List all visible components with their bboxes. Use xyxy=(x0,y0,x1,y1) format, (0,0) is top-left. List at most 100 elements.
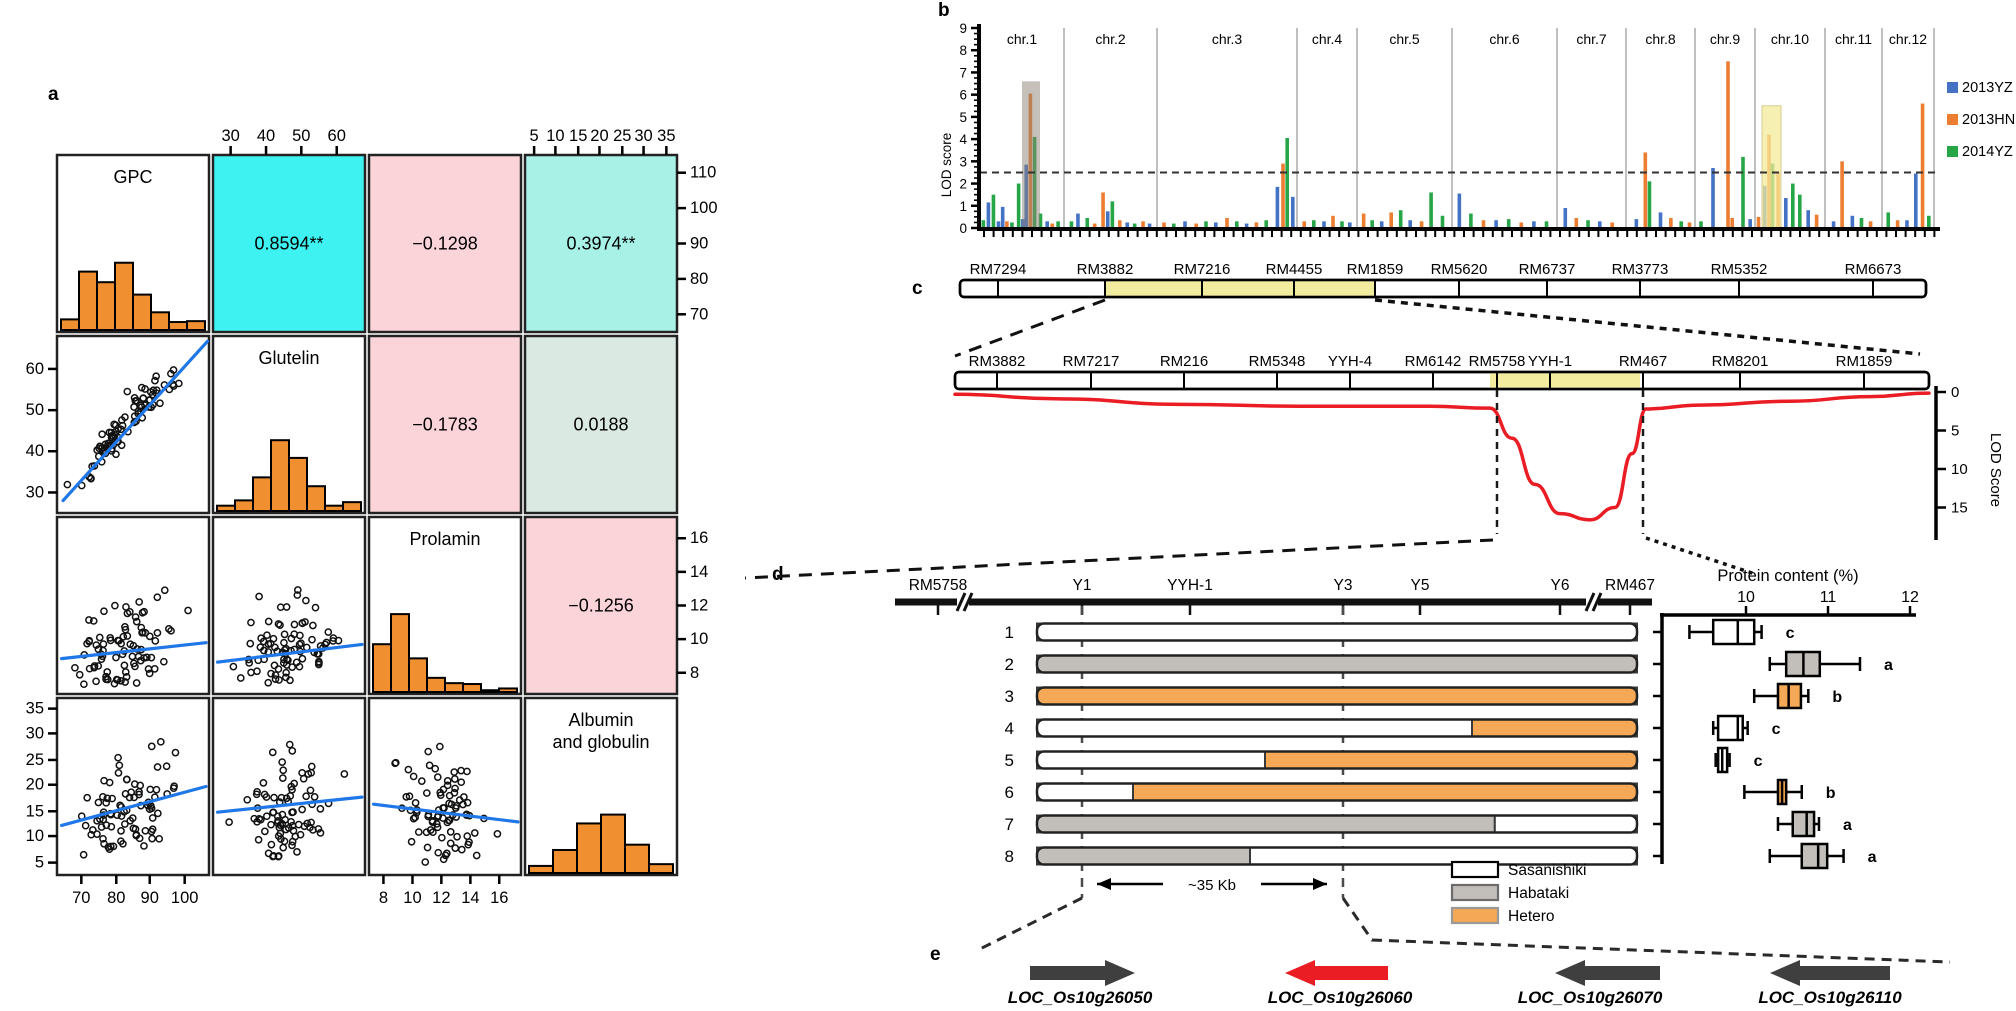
scatter-point xyxy=(112,450,120,459)
legend-label: 2014YZ xyxy=(1962,144,2013,160)
qtl-highlight-box xyxy=(1022,81,1040,228)
scatter-point xyxy=(136,656,145,665)
scatter-point xyxy=(465,838,473,846)
scatter-point xyxy=(282,668,290,677)
lod-bar xyxy=(1045,221,1049,228)
axis-tick-label: 30 xyxy=(26,483,44,501)
scatter-point xyxy=(407,837,416,846)
scatter-point xyxy=(274,832,283,840)
lod-bar xyxy=(981,220,986,228)
scatter-point xyxy=(156,737,165,746)
axis-tick-label: 16 xyxy=(490,889,508,907)
axis-tick-label: 30 xyxy=(221,127,239,145)
zoom-connector-dotted xyxy=(1645,536,1756,576)
scatter-point xyxy=(288,808,296,817)
scatter-point xyxy=(256,643,265,652)
scatter-point xyxy=(153,763,162,771)
variable-label: Albumin xyxy=(568,710,633,730)
axis-tick-label: 30 xyxy=(634,127,652,145)
scatter-point xyxy=(146,388,155,396)
scatter-point xyxy=(316,805,325,813)
y-axis-tick-label: 2 xyxy=(959,177,967,192)
axis-tick-label: 5 xyxy=(530,127,539,145)
scatter-point xyxy=(148,834,156,843)
scatter-point xyxy=(324,628,333,636)
scatter-point xyxy=(278,774,287,782)
scatter-point xyxy=(159,657,168,666)
scatter-point xyxy=(270,793,278,802)
axis-tick-label: 40 xyxy=(257,127,275,145)
axis-tick-label: 70 xyxy=(690,305,708,323)
gene-arrow-LOC_Os10g26110 xyxy=(1770,960,1890,986)
scatter-point xyxy=(92,677,100,686)
scatter-point xyxy=(273,812,282,821)
chromosome-label: chr.8 xyxy=(1645,31,1676,47)
scatter-point xyxy=(422,828,431,837)
chr10-map-panel: RM7294 RM3882 RM7216 RM4455 RM1859 RM5620 RM67… xyxy=(744,261,1968,580)
lod-bar xyxy=(1798,194,1802,228)
scatter-point xyxy=(274,852,283,861)
interval-arrowhead-left xyxy=(1097,878,1111,890)
scatter-point xyxy=(443,777,452,785)
scatter-point xyxy=(295,640,304,649)
scatter-point xyxy=(147,653,156,662)
chromosome-label: chr.7 xyxy=(1576,31,1607,47)
lod-bar xyxy=(1285,138,1289,228)
scatter-point xyxy=(117,639,125,648)
nil-line-number: 3 xyxy=(1005,687,1014,706)
scatter-point xyxy=(459,800,467,809)
chromosome-label: chr.5 xyxy=(1389,31,1420,47)
histogram-bar xyxy=(528,864,554,874)
lod-bar xyxy=(1886,212,1891,228)
gene-arrow-LOC_Os10g26050 xyxy=(1030,960,1135,986)
marker-label: RM5352 xyxy=(1711,261,1768,278)
axis-tick-label: 35 xyxy=(657,127,675,145)
marker-label: RM8201 xyxy=(1712,353,1769,370)
lod-bar xyxy=(1440,215,1445,228)
marker-label: RM216 xyxy=(1160,353,1208,370)
scatter-point xyxy=(108,794,117,803)
chromosome-label: chr.10 xyxy=(1771,31,1809,47)
scatter-point xyxy=(293,591,302,599)
chromosome-label: chr.11 xyxy=(1835,31,1872,47)
lod-bar xyxy=(986,202,991,228)
scatter-point xyxy=(135,598,144,606)
scatter-point xyxy=(107,431,116,440)
scatter-point xyxy=(295,662,304,671)
nil-line-outline xyxy=(1035,750,1639,770)
lod-bar xyxy=(1895,220,1900,228)
scatter-point xyxy=(446,839,455,848)
lod-bar xyxy=(1741,156,1745,228)
scatter-point xyxy=(154,809,162,818)
lod-bar xyxy=(1092,223,1097,228)
scatter-point xyxy=(132,679,141,687)
scatter-point xyxy=(288,837,297,846)
lod-curve-axis-title: LOD Score xyxy=(1987,433,2004,507)
scatter-point xyxy=(264,678,273,687)
scatter-point xyxy=(79,850,88,859)
gene-label: LOC_Os10g26110 xyxy=(1758,988,1902,1007)
lod-bar xyxy=(1784,198,1788,228)
correlation-value: 0.8594** xyxy=(254,234,323,254)
scatter-point xyxy=(446,828,455,836)
panel-c-label: c xyxy=(912,278,923,299)
map-break-slash xyxy=(1591,592,1603,612)
genotype-segment xyxy=(1036,750,1266,770)
scatter-point xyxy=(302,792,310,801)
scatter-point xyxy=(274,665,283,673)
histogram-bar xyxy=(552,848,578,874)
scatter-point xyxy=(316,829,325,837)
scatter-point xyxy=(88,826,97,834)
scatter-point xyxy=(293,848,301,856)
scatter-point xyxy=(160,586,169,595)
scatter-point xyxy=(440,804,448,812)
scatter-point xyxy=(451,784,459,793)
lod-bar xyxy=(1340,221,1344,228)
scatter-point xyxy=(94,798,103,807)
correlation-cell xyxy=(523,515,679,696)
scatter-point xyxy=(171,748,180,757)
scatter-point xyxy=(122,775,131,784)
scatter-point xyxy=(112,653,120,662)
scatter-point xyxy=(141,629,150,637)
lod-bar xyxy=(1322,221,1326,228)
